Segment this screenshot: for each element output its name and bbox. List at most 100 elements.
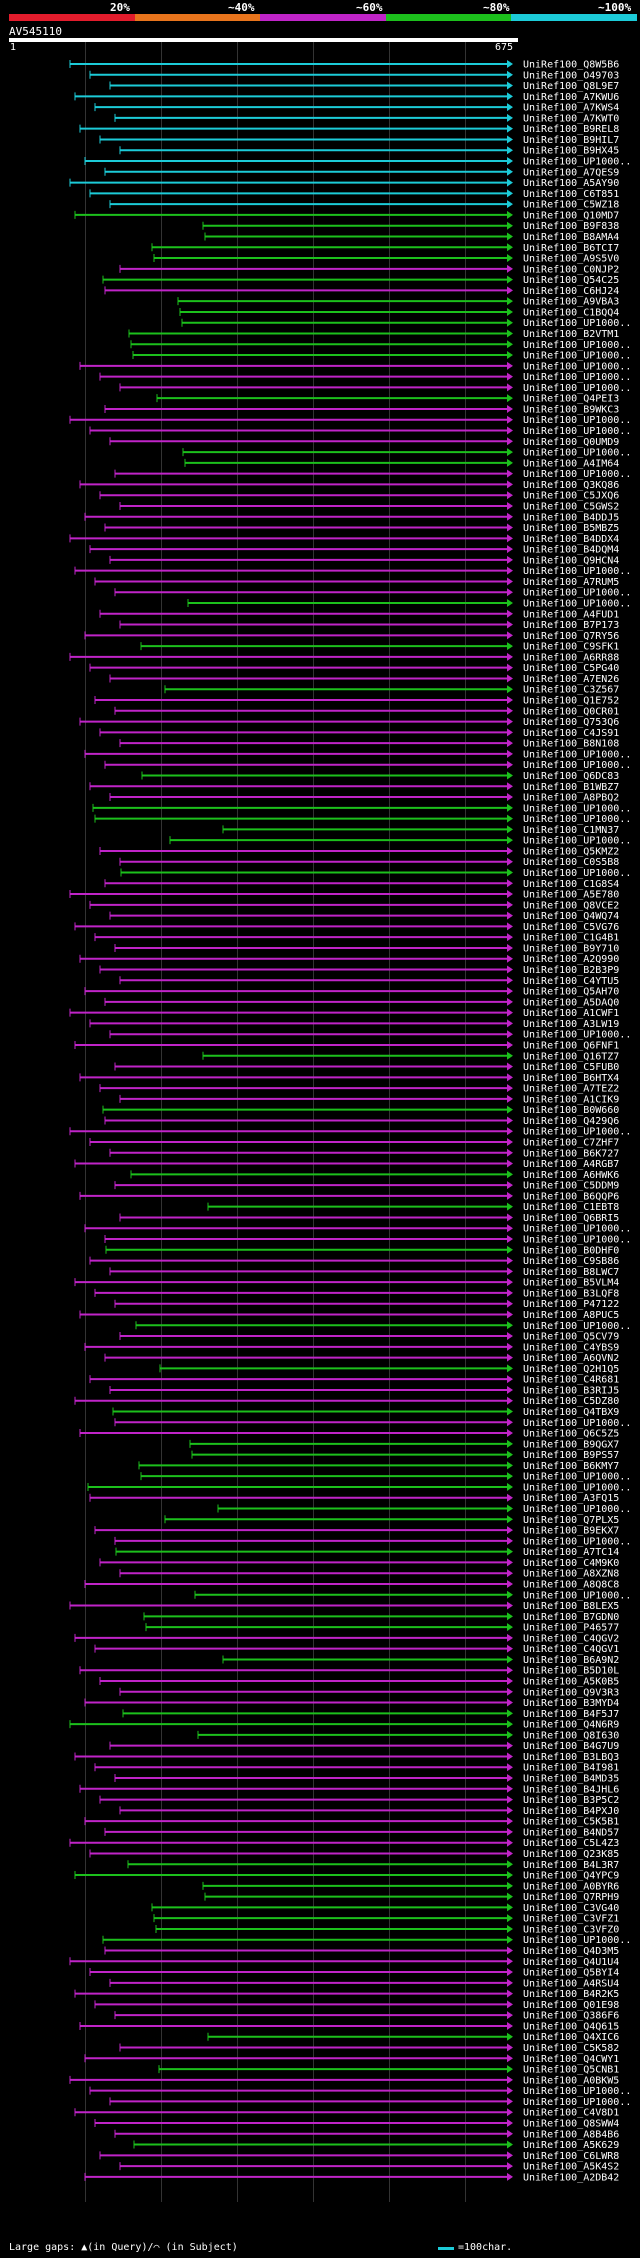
- hit-label[interactable]: UniRef100_Q5CNB1: [523, 2065, 619, 2076]
- hit-label[interactable]: UniRef100_B4DDX4: [523, 534, 619, 545]
- hit-label[interactable]: UniRef100_C0NJP2: [523, 264, 619, 275]
- hit-label[interactable]: UniRef100_UP1000..: [523, 2086, 631, 2097]
- hit-label[interactable]: UniRef100_B8AMA4: [523, 232, 619, 243]
- hit-row[interactable]: UniRef100_A6HWK6: [130, 1170, 619, 1181]
- hit-label[interactable]: UniRef100_Q0CR01: [523, 706, 619, 717]
- hit-label[interactable]: UniRef100_B7P173: [523, 620, 619, 631]
- hit-row[interactable]: UniRef100_UP1000..: [119, 383, 631, 394]
- hit-label[interactable]: UniRef100_Q2H1Q5: [523, 1364, 619, 1375]
- hit-label[interactable]: UniRef100_UP1000..: [523, 814, 631, 825]
- hit-label[interactable]: UniRef100_C1G4B1: [523, 933, 619, 944]
- hit-row[interactable]: UniRef100_UP1000..: [94, 814, 631, 825]
- hit-row[interactable]: UniRef100_Q7RPH9: [204, 1892, 619, 1903]
- hit-label[interactable]: UniRef100_UP1000..: [523, 372, 631, 383]
- hit-row[interactable]: UniRef100_Q6BRI5: [119, 1213, 619, 1224]
- hit-row[interactable]: UniRef100_Q2H1Q5: [159, 1364, 619, 1375]
- hit-row[interactable]: UniRef100_B9EKX7: [94, 1526, 619, 1537]
- hit-row[interactable]: UniRef100_B5VLM4: [74, 1278, 619, 1289]
- hit-label[interactable]: UniRef100_Q9V3R3: [523, 1687, 619, 1698]
- hit-label[interactable]: UniRef100_A3LW19: [523, 1019, 619, 1030]
- hit-row[interactable]: UniRef100_C5JXQ6: [99, 491, 619, 502]
- hit-row[interactable]: UniRef100_B6HTX4: [79, 1073, 619, 1084]
- hit-label[interactable]: UniRef100_C4YBS9: [523, 1342, 619, 1353]
- hit-row[interactable]: UniRef100_Q4U1U4: [69, 1957, 619, 1968]
- hit-row[interactable]: UniRef100_B2B3P9: [99, 965, 619, 976]
- hit-row[interactable]: UniRef100_UP1000..: [84, 749, 631, 760]
- hit-row[interactable]: UniRef100_UP1000..: [102, 1935, 631, 1946]
- hit-row[interactable]: UniRef100_UP1000..: [69, 1127, 631, 1138]
- hit-label[interactable]: UniRef100_B9F838: [523, 221, 619, 232]
- hit-row[interactable]: UniRef100_Q0CR01: [114, 706, 619, 717]
- hit-row[interactable]: UniRef100_B9PS57: [191, 1450, 619, 1461]
- hit-row[interactable]: UniRef100_UP1000..: [69, 415, 631, 426]
- hit-row[interactable]: UniRef100_B6KMY7: [138, 1461, 619, 1472]
- hit-label[interactable]: UniRef100_C5K582: [523, 2043, 619, 2054]
- hit-label[interactable]: UniRef100_UP1000..: [523, 318, 631, 329]
- hit-label[interactable]: UniRef100_B4DDJ5: [523, 512, 619, 523]
- hit-row[interactable]: UniRef100_UP1000..: [87, 1482, 631, 1493]
- hit-label[interactable]: UniRef100_C6T851: [523, 189, 619, 200]
- hit-label[interactable]: UniRef100_UP1000..: [523, 803, 631, 814]
- hit-label[interactable]: UniRef100_UP1000..: [523, 469, 631, 480]
- hit-label[interactable]: UniRef100_B3MYD4: [523, 1698, 619, 1709]
- hit-row[interactable]: UniRef100_UP1000..: [109, 2097, 631, 2108]
- hit-row[interactable]: UniRef100_A5DAQ0: [104, 997, 619, 1008]
- hit-label[interactable]: UniRef100_C4YTU5: [523, 976, 619, 987]
- hit-row[interactable]: UniRef100_B4ND57: [104, 1827, 619, 1838]
- hit-row[interactable]: UniRef100_C5DDM9: [114, 1181, 619, 1192]
- hit-row[interactable]: UniRef100_Q5BYI4: [89, 1968, 619, 1979]
- hit-row[interactable]: UniRef100_UP1000..: [140, 1472, 631, 1483]
- hit-row[interactable]: UniRef100_C5PG40: [89, 663, 619, 674]
- hit-row[interactable]: UniRef100_UP1000..: [92, 803, 631, 814]
- hit-row[interactable]: UniRef100_B4F5J7: [122, 1709, 619, 1720]
- hit-label[interactable]: UniRef100_B8LEX5: [523, 1601, 619, 1612]
- hit-row[interactable]: UniRef100_A7TC14: [115, 1547, 619, 1558]
- hit-row[interactable]: UniRef100_C3VFZ1: [153, 1914, 619, 1925]
- hit-row[interactable]: UniRef100_Q8SWW4: [94, 2118, 619, 2129]
- hit-label[interactable]: UniRef100_Q8VCE2: [523, 900, 619, 911]
- hit-row[interactable]: UniRef100_Q5AH70: [84, 987, 619, 998]
- hit-row[interactable]: UniRef100_C4R681: [89, 1375, 619, 1386]
- hit-label[interactable]: UniRef100_C1EBT8: [523, 1202, 619, 1213]
- hit-row[interactable]: UniRef100_B3P5C2: [99, 1795, 619, 1806]
- hit-row[interactable]: UniRef100_A5AY90: [69, 178, 619, 189]
- hit-label[interactable]: UniRef100_Q54C25: [523, 275, 619, 286]
- hit-row[interactable]: UniRef100_UP1000..: [109, 1030, 631, 1041]
- hit-row[interactable]: UniRef100_Q1E752: [94, 696, 619, 707]
- hit-label[interactable]: UniRef100_Q6DC83: [523, 771, 619, 782]
- hit-row[interactable]: UniRef100_Q4Q615: [79, 2021, 619, 2032]
- hit-row[interactable]: UniRef100_A0BYR6: [202, 1881, 619, 1892]
- hit-row[interactable]: UniRef100_Q9V3R3: [119, 1687, 619, 1698]
- hit-label[interactable]: UniRef100_C6LWR8: [523, 2151, 619, 2162]
- hit-label[interactable]: UniRef100_B4F5J7: [523, 1709, 619, 1720]
- hit-label[interactable]: UniRef100_UP1000..: [523, 415, 631, 426]
- hit-label[interactable]: UniRef100_UP1000..: [523, 836, 631, 847]
- hit-label[interactable]: UniRef100_A1CWF1: [523, 1008, 619, 1019]
- hit-row[interactable]: UniRef100_C5K5B1: [84, 1817, 619, 1828]
- hit-label[interactable]: UniRef100_UP1000..: [523, 1127, 631, 1138]
- hit-label[interactable]: UniRef100_A0BYR6: [523, 1881, 619, 1892]
- hit-label[interactable]: UniRef100_Q8L9E7: [523, 81, 619, 92]
- hit-label[interactable]: UniRef100_UP1000..: [523, 1321, 631, 1332]
- hit-label[interactable]: UniRef100_Q4TBX9: [523, 1407, 619, 1418]
- hit-label[interactable]: UniRef100_A7EN26: [523, 674, 619, 685]
- hit-row[interactable]: UniRef100_Q4WQ74: [109, 911, 619, 922]
- hit-label[interactable]: UniRef100_C9SB86: [523, 1256, 619, 1267]
- hit-row[interactable]: UniRef100_A0BKW5: [69, 2075, 619, 2086]
- hit-row[interactable]: UniRef100_UP1000..: [181, 318, 631, 329]
- hit-row[interactable]: UniRef100_UP1000..: [84, 157, 631, 168]
- hit-label[interactable]: UniRef100_Q5BYI4: [523, 1968, 619, 1979]
- hit-row[interactable]: UniRef100_B6QQP6: [79, 1191, 619, 1202]
- hit-row[interactable]: UniRef100_C5K582: [119, 2043, 619, 2054]
- hit-label[interactable]: UniRef100_B1WBZ7: [523, 782, 619, 793]
- hit-row[interactable]: UniRef100_B9QGX7: [189, 1439, 619, 1450]
- hit-label[interactable]: UniRef100_UP1000..: [523, 2097, 631, 2108]
- hit-label[interactable]: UniRef100_UP1000..: [523, 588, 631, 599]
- hit-label[interactable]: UniRef100_B9EKX7: [523, 1526, 619, 1537]
- hit-label[interactable]: UniRef100_UP1000..: [523, 157, 631, 168]
- hit-row[interactable]: UniRef100_C5DZ80: [74, 1396, 619, 1407]
- hit-row[interactable]: UniRef100_Q23K85: [89, 1849, 619, 1860]
- hit-label[interactable]: UniRef100_Q5AH70: [523, 987, 619, 998]
- hit-row[interactable]: UniRef100_B9F838: [202, 221, 619, 232]
- hit-row[interactable]: UniRef100_A8PBQ2: [109, 793, 619, 804]
